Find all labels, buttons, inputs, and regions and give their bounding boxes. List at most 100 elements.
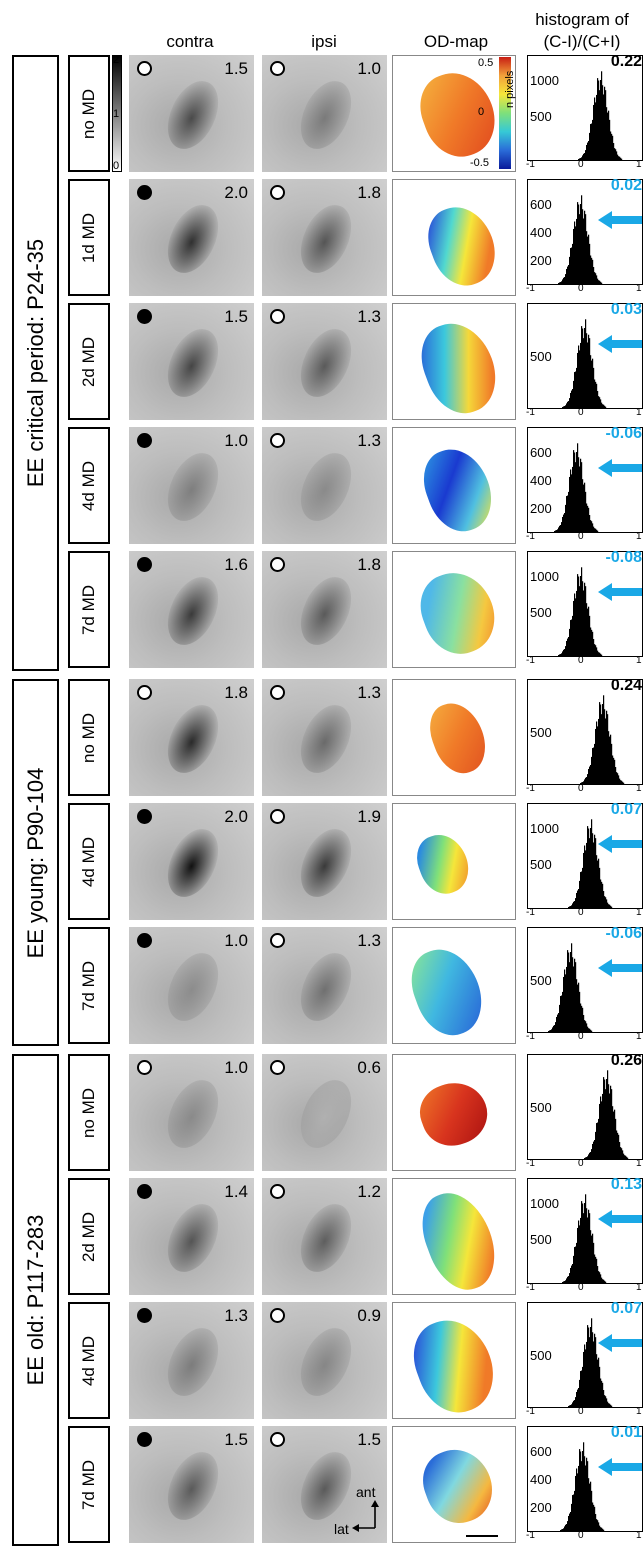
od-map-panel xyxy=(392,679,516,796)
histogram-bar xyxy=(618,156,620,160)
histogram-bar xyxy=(578,1387,580,1407)
histogram-x-tick: 0 xyxy=(578,783,584,794)
histogram-bar xyxy=(593,842,595,908)
histogram-bar xyxy=(592,1233,594,1283)
histogram-bar xyxy=(568,1515,570,1531)
histogram-bar xyxy=(585,1349,587,1407)
histogram-bar xyxy=(596,383,598,408)
histogram-bar xyxy=(591,1235,593,1283)
response-blob xyxy=(290,1196,362,1280)
histogram-bar xyxy=(592,1332,594,1407)
histogram-bar xyxy=(596,647,598,656)
histogram-panel: -0.06 600 400 200 -1 0 1 xyxy=(526,425,644,544)
od-map-region xyxy=(414,1439,502,1533)
histogram-bar xyxy=(575,462,577,532)
histogram-bar xyxy=(575,962,577,1032)
histogram-bar xyxy=(556,530,558,532)
histogram-bar xyxy=(594,1333,596,1407)
histogram-bar xyxy=(567,495,569,532)
open-eye-icon xyxy=(270,685,285,700)
closed-eye-icon xyxy=(137,557,152,572)
histogram-bar xyxy=(613,757,615,784)
histogram-bar xyxy=(557,1014,559,1032)
histogram-bar xyxy=(597,1359,599,1407)
histogram-bar xyxy=(610,131,612,160)
histogram-bar xyxy=(592,119,594,160)
histogram-x-tick: -1 xyxy=(526,1406,535,1417)
histogram-bar xyxy=(560,1529,562,1531)
histogram-bar xyxy=(599,1272,601,1283)
histogram-x-tick: 1 xyxy=(636,1530,642,1541)
response-blob xyxy=(157,73,229,157)
histogram-y-tick: 1000 xyxy=(530,1196,559,1211)
contra-map-panel: 1.0 xyxy=(129,927,254,1044)
histogram-bar xyxy=(594,97,596,160)
histogram-bar xyxy=(600,80,602,160)
histogram-bar xyxy=(604,1280,606,1283)
condition-label: 4d MD xyxy=(79,836,98,887)
histogram-bar xyxy=(599,867,601,908)
histogram-bar xyxy=(598,1522,600,1531)
histogram-bar xyxy=(576,979,578,1032)
histogram-od-index: -0.06 xyxy=(605,425,642,442)
histogram-bar xyxy=(604,1395,606,1407)
histogram-bar xyxy=(582,479,584,532)
histogram-bar xyxy=(596,94,598,160)
histogram-bar xyxy=(584,845,586,908)
histogram-bar xyxy=(609,1403,611,1407)
histogram-bar xyxy=(559,525,561,532)
histogram-bar xyxy=(609,904,611,908)
contra-map-panel: 1.4 xyxy=(129,1178,254,1295)
histogram-bar xyxy=(563,1281,565,1283)
histogram-bar xyxy=(580,576,582,656)
histogram-bar xyxy=(590,355,592,408)
histogram-bar xyxy=(549,1030,551,1032)
open-eye-icon xyxy=(270,1308,285,1323)
histogram-bar xyxy=(590,1029,592,1032)
histogram-panel: 0.24 500 -1 0 1 xyxy=(526,677,644,796)
histogram-bars xyxy=(568,1318,613,1407)
histogram-bars xyxy=(584,1070,629,1159)
grayscale-colorbar xyxy=(112,55,122,172)
histogram-bar xyxy=(587,774,589,784)
histogram-x-tick: 1 xyxy=(636,1282,642,1293)
histogram-bar xyxy=(596,275,598,284)
histogram-bar xyxy=(617,154,619,160)
histogram-bar xyxy=(619,778,621,784)
open-eye-icon xyxy=(270,1184,285,1199)
histogram-bar xyxy=(579,350,581,408)
histogram-x-tick: -1 xyxy=(526,783,535,794)
histogram-bar xyxy=(599,1525,601,1531)
histogram-bar xyxy=(568,491,570,532)
histogram-bar xyxy=(597,278,599,284)
histogram-bar xyxy=(589,615,591,656)
contra-map-panel: 1.5 xyxy=(129,303,254,420)
histogram-bar xyxy=(588,606,590,656)
histogram-bar xyxy=(596,1123,598,1159)
histogram-x-tick: 1 xyxy=(636,1031,642,1042)
histogram-bar xyxy=(610,1085,612,1159)
histogram-bar xyxy=(565,405,567,408)
histogram-bar xyxy=(566,496,568,532)
open-eye-icon xyxy=(270,933,285,948)
histogram-bar xyxy=(583,1351,585,1407)
histogram-bar xyxy=(589,1152,591,1159)
histogram-bar xyxy=(585,150,587,160)
histogram-bar xyxy=(575,898,577,908)
od-map-region xyxy=(401,939,493,1045)
histogram-bar xyxy=(589,515,591,532)
histogram-bar xyxy=(581,871,583,908)
histogram-bar xyxy=(594,1254,596,1283)
histogram-bar xyxy=(594,644,596,656)
histogram-bar xyxy=(590,1481,592,1531)
histogram-bar xyxy=(588,334,590,408)
histogram-bar xyxy=(581,195,583,284)
histogram-bar xyxy=(588,140,590,160)
od-map-panel xyxy=(392,1178,516,1299)
histogram-x-tick: 0 xyxy=(578,1158,584,1169)
histogram-bar xyxy=(574,1400,576,1407)
histogram-bar xyxy=(582,155,584,160)
left-arrow-icon xyxy=(598,1334,642,1352)
histogram-bar xyxy=(587,1217,589,1283)
histogram-bar xyxy=(578,576,580,656)
